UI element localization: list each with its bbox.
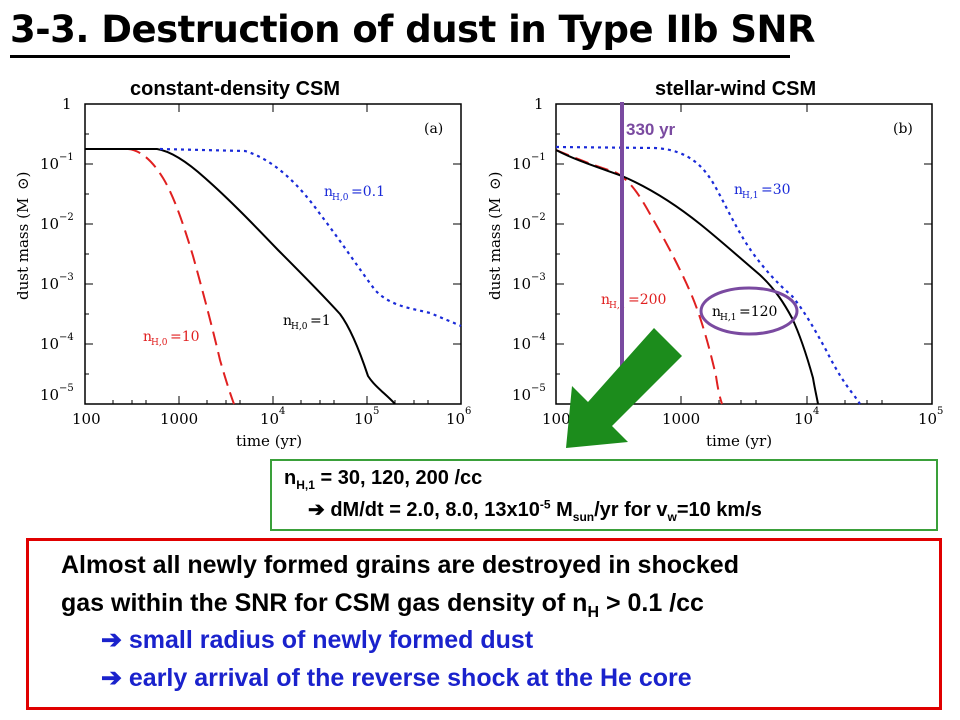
green-arrow-icon	[566, 328, 682, 448]
right-ytick-1: 1	[534, 95, 544, 113]
left-ytick-5-exp: −4	[59, 332, 74, 343]
svg-text:n: n	[734, 182, 743, 198]
left-ytick-4: 10	[40, 275, 59, 293]
left-xtick-3-exp: 4	[279, 406, 285, 417]
right-xaxis-title: time (yr)	[706, 432, 772, 450]
left-xtick-2: 1000	[160, 410, 198, 428]
svg-text:n: n	[143, 329, 152, 345]
right-ytick-4: 10	[512, 275, 531, 293]
left-ytick-2-exp: −1	[59, 152, 74, 163]
left-black-curve	[85, 148, 396, 405]
right-xtick-2: 1000	[662, 410, 700, 428]
svg-text:=0.1: =0.1	[351, 184, 385, 200]
right-ytick-2: 10	[512, 155, 531, 173]
left-ytick-6-exp: −5	[59, 383, 74, 394]
right-ytick-6: 10	[512, 386, 531, 404]
left-y-ticks	[85, 103, 461, 405]
svg-text:=200: =200	[628, 292, 666, 308]
right-ytick-5-exp: −4	[531, 332, 546, 343]
svg-text:H,0: H,0	[332, 193, 349, 203]
info-box: nH,1 = 30, 120, 200 /cc ➔ dM/dt = 2.0, 8…	[270, 459, 938, 531]
right-xtick-4-exp: 5	[937, 406, 943, 417]
right-plot-subtitle: stellar-wind CSM	[655, 78, 817, 100]
svg-text:=120: =120	[739, 304, 777, 320]
right-annotation-blue: n H,1 =30	[734, 182, 791, 201]
left-ytick-1: 1	[62, 95, 72, 113]
left-panel-label: (a)	[424, 121, 443, 137]
right-xtick-3-exp: 4	[813, 406, 819, 417]
right-annotation-red: n H,1 =200	[601, 292, 666, 311]
left-xtick-1: 100	[72, 410, 101, 428]
left-annotation-black: n H,0 =1	[283, 313, 331, 332]
right-panel-label: (b)	[893, 121, 913, 137]
right-ytick-2-exp: −1	[531, 152, 546, 163]
right-ytick-5: 10	[512, 335, 531, 353]
left-red-curve	[85, 148, 235, 405]
svg-text:n: n	[324, 184, 333, 200]
left-xtick-3: 10	[260, 410, 279, 428]
right-blue-curve	[555, 145, 861, 405]
left-xtick-5-exp: 6	[465, 406, 471, 417]
left-plot-subtitle: constant-density CSM	[130, 78, 341, 100]
left-xtick-4-exp: 5	[373, 406, 379, 417]
left-xaxis-title: time (yr)	[236, 432, 302, 450]
left-annotation-red: n H,0 =10	[143, 329, 200, 348]
summary-line-3: ➔ small radius of newly formed dust	[101, 626, 534, 654]
left-xtick-5: 10	[446, 410, 465, 428]
right-ytick-3: 10	[512, 215, 531, 233]
svg-text:H,1: H,1	[609, 301, 625, 311]
right-ytick-3-exp: −2	[531, 212, 546, 223]
summary-box: Almost all newly formed grains are destr…	[26, 538, 942, 710]
left-yaxis-title: dust mass (M	[14, 198, 32, 300]
svg-text:H,0: H,0	[291, 322, 308, 332]
left-xtick-4: 10	[354, 410, 373, 428]
title-underline	[10, 55, 790, 58]
summary-line-2: gas within the SNR for CSM gas density o…	[61, 589, 704, 621]
left-ytick-3: 10	[40, 215, 59, 233]
left-ytick-3-exp: −2	[59, 212, 74, 223]
svg-text:H,1: H,1	[720, 313, 736, 323]
right-ytick-6-exp: −5	[531, 383, 546, 394]
svg-text:H,0: H,0	[151, 338, 168, 348]
left-ytick-5: 10	[40, 335, 59, 353]
svg-text:=10: =10	[170, 329, 200, 345]
right-xtick-1: 100	[542, 410, 571, 428]
right-xtick-3: 10	[794, 410, 813, 428]
right-ytick-4-exp: −3	[531, 272, 546, 283]
left-plot: 1 10 −1 10 −2 10 −3 10 −4 10 −5 100 1000…	[14, 95, 471, 450]
right-red-curve	[555, 149, 723, 405]
left-x-ticks	[112, 104, 429, 404]
right-y-ticks	[556, 133, 932, 375]
svg-text:n: n	[601, 292, 610, 308]
svg-text:=30: =30	[761, 182, 791, 198]
left-yaxis-title-sun: ⊙)	[14, 172, 32, 190]
left-ytick-4-exp: −3	[59, 272, 74, 283]
svg-text:=1: =1	[310, 313, 331, 329]
summary-line-4: ➔ early arrival of the reverse shock at …	[101, 664, 692, 692]
svg-text:n: n	[283, 313, 292, 329]
svg-text:n: n	[712, 304, 721, 320]
info-density-line: nH,1 = 30, 120, 200 /cc	[284, 467, 483, 492]
right-plot-frame	[555, 103, 933, 405]
highlight-ellipse	[699, 286, 799, 336]
time-marker-label: 330 yr	[626, 120, 676, 139]
right-plot: 1 10 −1 10 −2 10 −3 10 −4 10 −5 100 1000…	[486, 95, 943, 450]
info-massloss-line: ➔ dM/dt = 2.0, 8.0, 13x10-5 Msun/yr for …	[308, 497, 762, 524]
left-annotation-blue: n H,0 =0.1	[324, 184, 385, 203]
summary-line-1: Almost all newly formed grains are destr…	[61, 551, 739, 579]
left-ytick-6: 10	[40, 386, 59, 404]
arrow-right-icon: ➔	[308, 499, 325, 521]
right-yaxis-title: dust mass (M	[486, 198, 504, 300]
svg-text:H,1: H,1	[742, 191, 758, 201]
right-xtick-4: 10	[918, 410, 937, 428]
left-blue-curve	[159, 147, 462, 328]
right-annotation-black: n H,1 =120	[712, 304, 777, 323]
right-yaxis-title-sun: ⊙)	[486, 172, 504, 190]
slide-title: 3-3. Destruction of dust in Type IIb SNR	[10, 8, 815, 51]
left-ytick-2: 10	[40, 155, 59, 173]
